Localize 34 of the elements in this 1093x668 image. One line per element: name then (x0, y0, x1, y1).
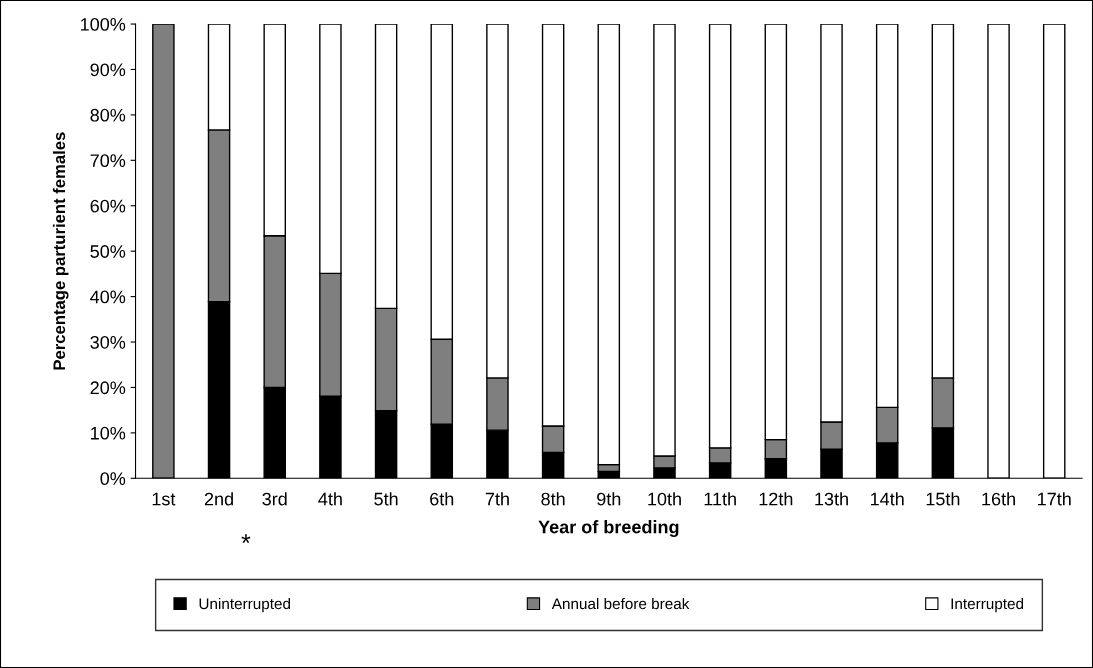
x-tick-label: 1st (152, 492, 176, 506)
x-tick-label: 3rd (262, 492, 287, 506)
text: * (241, 534, 251, 544)
y-tick-label: 40% (90, 290, 126, 304)
y-tick-label: 90% (90, 63, 126, 77)
y-tick-label: 0% (100, 472, 126, 486)
x-tick-label: 15th (926, 492, 960, 506)
x-tick-label: 12th (759, 492, 793, 506)
legend-label: Annual before break (551, 597, 690, 610)
y-tick-label: 100% (81, 17, 126, 31)
y-tick-label: 10% (91, 426, 126, 440)
y-tick-label: 80% (90, 108, 126, 122)
x-tick-label: 17th (1038, 492, 1071, 506)
x-tick-label: 7th (485, 492, 509, 506)
legend-label: Uninterrupted (199, 597, 290, 613)
x-tick-label: 11th (704, 492, 736, 506)
x-axis-title: Year of breeding (538, 520, 679, 538)
x-tick-label: 8th (541, 492, 565, 506)
x-tick-label: 4th (318, 492, 342, 506)
x-tick-label: 9th (597, 492, 621, 506)
y-tick-label: 60% (90, 199, 126, 213)
x-tick-label: 5th (374, 492, 398, 506)
y-tick-label: 30% (90, 335, 126, 349)
x-tick-label: 14th (871, 492, 904, 506)
x-tick-label: 2nd (204, 492, 233, 506)
y-tick-label: 70% (90, 154, 126, 168)
y-axis-title: Percentage parturient females (52, 132, 69, 370)
y-tick-label: 20% (90, 381, 126, 395)
x-tick-label: 6th (430, 492, 454, 506)
legend-label: Interrupted (951, 597, 1024, 613)
x-tick-label: 13th (815, 492, 848, 506)
y-tick-label: 50% (90, 245, 126, 258)
x-tick-label: 10th (648, 492, 681, 506)
x-tick-label: 16th (982, 492, 1015, 506)
